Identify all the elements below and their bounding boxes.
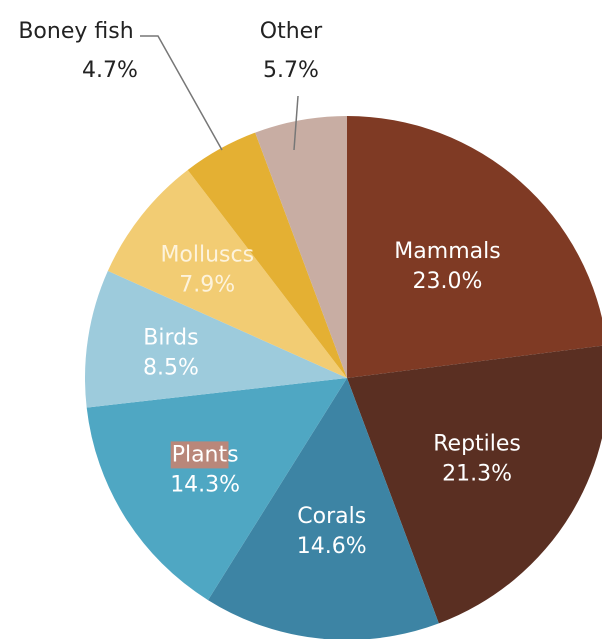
slice-value-molluscs: 7.9%	[179, 272, 235, 297]
highlighted-text: Plant	[172, 442, 228, 467]
slice-molluscs	[107, 169, 347, 378]
pie-slices	[85, 116, 602, 639]
slice-value-other: 5.7%	[263, 58, 319, 83]
slice-plants	[86, 378, 348, 601]
slice-label-plants: Plants	[172, 442, 239, 467]
slice-value-corals: 14.6%	[297, 534, 367, 559]
slice-label-molluscs: Molluscs	[160, 242, 254, 267]
slice-value-reptiles: 21.3%	[442, 462, 512, 487]
slice-mammals	[347, 116, 602, 378]
slice-other	[255, 116, 347, 378]
slice-value-mammals: 23.0%	[413, 269, 483, 294]
slice-value-plants: 14.3%	[170, 472, 240, 497]
slice-birds	[85, 270, 348, 408]
slice-label-corals: Corals	[297, 504, 366, 529]
slice-label-boney-fish: Boney fish	[18, 19, 133, 44]
slice-labels: Mammals 23.0% Reptiles 21.3% Corals 14.6% Plan…	[18, 19, 521, 559]
slice-label-reptiles: Reptiles	[433, 432, 521, 457]
slice-value-boney-fish: 4.7%	[82, 58, 138, 83]
slice-value-birds: 8.5%	[143, 356, 199, 381]
text-highlight	[170, 441, 229, 469]
leader-line-other	[293, 95, 299, 151]
slice-corals	[208, 378, 439, 639]
leader-lines	[140, 35, 299, 151]
slice-label-mammals: Mammals	[394, 239, 500, 264]
leader-line-boney-fish	[140, 35, 223, 151]
slice-label-other: Other	[260, 19, 323, 44]
slice-label-birds: Birds	[143, 326, 198, 351]
slice-reptiles	[347, 345, 602, 624]
slice-boney-fish	[187, 132, 347, 378]
